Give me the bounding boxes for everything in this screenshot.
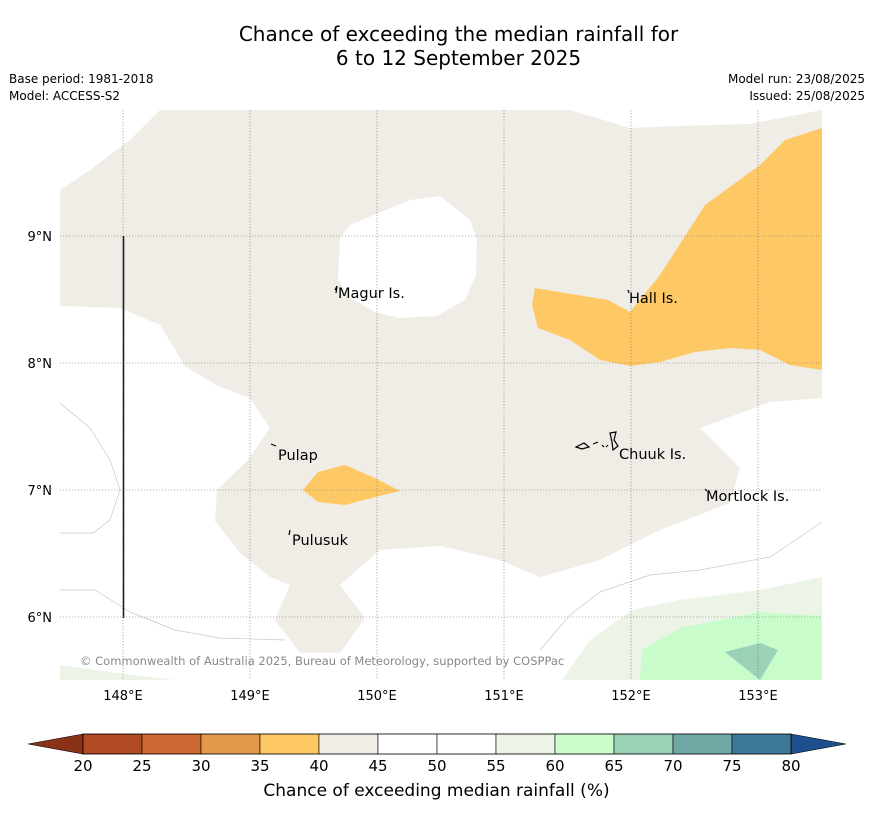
colorbar-label: Chance of exceeding median rainfall (%) — [263, 781, 610, 801]
zone-65-70 — [725, 643, 778, 680]
title-line-2: 6 to 12 September 2025 — [335, 46, 582, 70]
colorbar-segment — [731, 733, 792, 755]
lon-tick-153: 153°E — [738, 689, 778, 704]
colorbar-tick-label: 55 — [486, 757, 505, 775]
colorbar-frame — [82, 733, 792, 755]
model-run: Model run: 23/08/2025 — [727, 72, 865, 86]
colorbar-tick-label: 75 — [722, 757, 741, 775]
colorbar-ticks: 20 25 30 35 40 45 50 55 60 65 70 75 80 — [73, 757, 800, 775]
place-label-pulap: Pulap — [278, 448, 318, 464]
colorbar-tick-label: 45 — [368, 757, 387, 775]
hall-island-shape — [627, 289, 630, 294]
base-period: Base period: 1981-2018 — [9, 72, 154, 86]
colorbar-segment — [495, 733, 556, 755]
map-title: Chance of exceeding the median rainfall … — [0, 22, 873, 70]
chuuk-island-shape — [574, 431, 619, 452]
zone-40-45-main — [60, 110, 822, 653]
lon-tick-148: 148°E — [103, 689, 143, 704]
lat-tick-6: 6°N — [28, 611, 53, 626]
colorbar-segment — [554, 733, 615, 755]
colorbar-tick-label: 40 — [309, 757, 328, 775]
map-fields — [60, 110, 822, 680]
magur-island-shape — [334, 285, 338, 294]
lon-tick-150: 150°E — [357, 689, 397, 704]
colorbar-segment — [613, 733, 674, 755]
colorbar-segments — [82, 733, 792, 755]
axis-labels: 148°E 149°E 150°E 151°E 152°E 153°E 9°N … — [28, 230, 778, 704]
colorbar-segment — [377, 733, 438, 755]
colorbar-segment — [82, 733, 143, 755]
zone-60-65 — [640, 612, 822, 680]
colorbar-extend-low — [27, 733, 84, 755]
lat-tick-9: 9°N — [28, 230, 53, 245]
mortlock-island-shape — [704, 488, 708, 492]
colorbar-segment — [259, 733, 320, 755]
colorbar: 20 25 30 35 40 45 50 55 60 65 70 75 80 — [27, 733, 847, 775]
colorbar-extend-high — [790, 733, 847, 755]
meta-right: Model run: 23/08/2025 Issued: 25/08/2025 — [728, 71, 865, 105]
lon-tick-149: 149°E — [230, 689, 270, 704]
place-label-pulusuk: Pulusuk — [292, 533, 349, 549]
colorbar-tick-label: 60 — [545, 757, 564, 775]
colorbar-tick-label: 35 — [250, 757, 269, 775]
zone-35-40-south — [303, 465, 400, 505]
colorbar-tick-label: 50 — [427, 757, 446, 775]
colorbar-segment — [318, 733, 379, 755]
colorbar-tick-label: 70 — [663, 757, 682, 775]
colorbar-tick-label: 20 — [73, 757, 92, 775]
colorbar-segment — [200, 733, 261, 755]
colorbar-segment — [436, 733, 497, 755]
island-shapes — [270, 285, 708, 536]
colorbar-segment — [141, 733, 202, 755]
lat-tick-8: 8°N — [28, 357, 53, 372]
lon-tick-152: 152°E — [611, 689, 651, 704]
zone-35-40-north — [532, 128, 822, 370]
place-label-magur: Magur Is. — [338, 286, 405, 302]
colorbar-tick-label: 65 — [604, 757, 623, 775]
place-label-chuuk: Chuuk Is. — [619, 447, 686, 463]
place-label-mortlock: Mortlock Is. — [706, 489, 789, 505]
model-name: Model: ACCESS-S2 — [9, 89, 121, 103]
pulap-island-shape — [270, 443, 277, 447]
colorbar-tick-label: 30 — [191, 757, 210, 775]
lat-tick-7: 7°N — [28, 484, 53, 499]
issued-date: Issued: 25/08/2025 — [749, 89, 865, 103]
title-line-1: Chance of exceeding the median rainfall … — [238, 22, 679, 46]
colorbar-tick-label: 25 — [132, 757, 151, 775]
colorbar-tick-label: 80 — [781, 757, 800, 775]
place-labels: Magur Is. Hall Is. Pulap Chuuk Is. Mortl… — [278, 286, 789, 549]
lon-tick-151: 151°E — [484, 689, 524, 704]
pulusuk-island-shape — [288, 529, 291, 536]
meta-left: Base period: 1981-2018 Model: ACCESS-S2 — [9, 71, 154, 105]
zone-55-60-west — [60, 665, 175, 680]
copyright-text: © Commonwealth of Australia 2025, Bureau… — [80, 654, 564, 668]
colorbar-segment — [672, 733, 733, 755]
place-label-hall: Hall Is. — [629, 291, 678, 307]
